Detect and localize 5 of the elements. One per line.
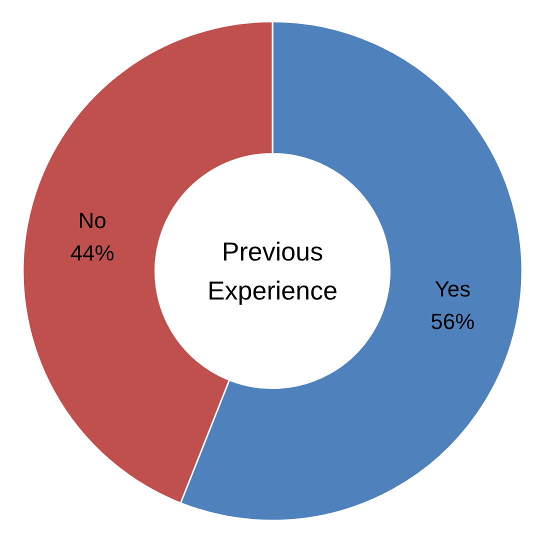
data-label: 56% [430,309,475,334]
data-label: 44% [70,240,114,266]
slice-label: No [78,208,106,233]
slice-label: Yes [434,276,471,302]
text: Previous Experience [207,236,338,306]
